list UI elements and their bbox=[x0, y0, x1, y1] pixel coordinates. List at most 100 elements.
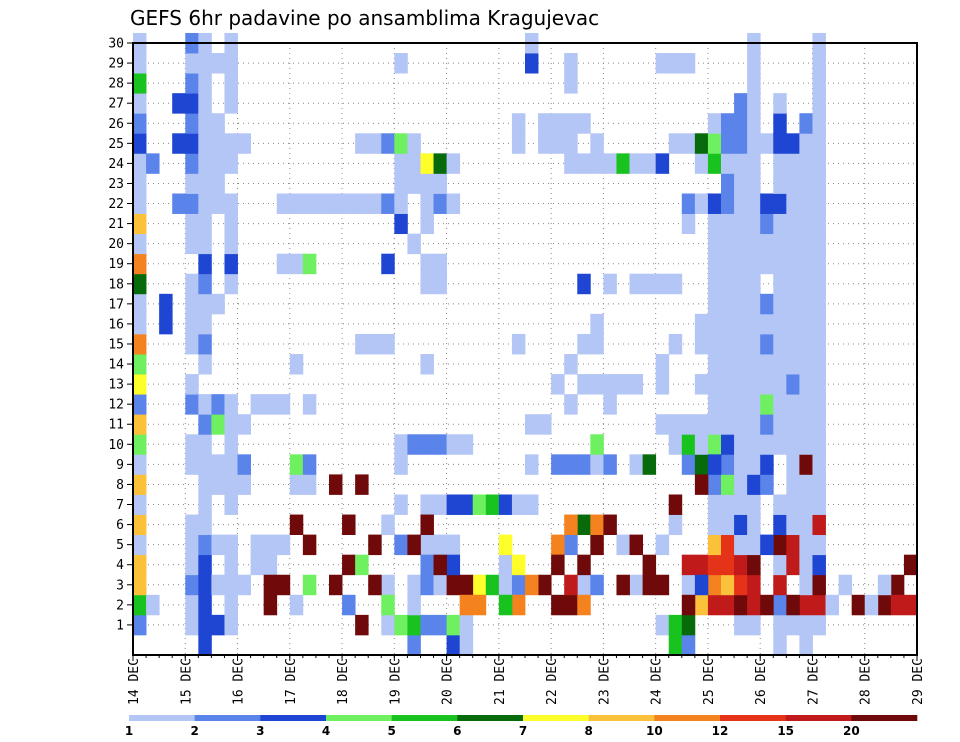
heat-cell bbox=[812, 594, 826, 616]
heat-cell bbox=[707, 434, 722, 455]
heat-cell bbox=[707, 474, 722, 495]
heat-cell bbox=[329, 474, 343, 495]
heat-cell bbox=[381, 333, 395, 355]
heat-cell bbox=[368, 193, 382, 214]
heat-cell bbox=[538, 133, 552, 154]
legend-label: 1 bbox=[125, 724, 133, 738]
legend-swatch bbox=[260, 715, 327, 721]
heat-cell bbox=[133, 514, 147, 536]
heat-cell bbox=[812, 374, 826, 395]
heat-cell bbox=[133, 574, 147, 596]
heat-cell bbox=[538, 414, 552, 435]
heat-cell bbox=[133, 394, 147, 415]
heat-cell bbox=[760, 313, 774, 335]
heat-cell bbox=[773, 414, 787, 435]
heat-cell bbox=[198, 313, 212, 335]
heat-cell bbox=[185, 53, 199, 74]
heat-cell bbox=[773, 253, 787, 275]
heat-cell bbox=[198, 53, 212, 74]
y-tick-label: 14 bbox=[108, 358, 124, 373]
heat-cell bbox=[133, 293, 147, 315]
heat-cell bbox=[786, 394, 800, 415]
heat-cell bbox=[433, 494, 447, 515]
heat-cell bbox=[211, 193, 225, 214]
heat-cell bbox=[734, 414, 748, 435]
heat-cell bbox=[721, 233, 735, 255]
heat-cell bbox=[525, 53, 539, 74]
heat-cell bbox=[694, 333, 709, 355]
heat-cell bbox=[211, 153, 225, 174]
legend-label: 20 bbox=[843, 724, 860, 738]
heat-cell bbox=[407, 634, 421, 656]
heat-cell bbox=[459, 574, 474, 596]
heat-cell bbox=[786, 594, 800, 616]
heat-cell bbox=[681, 53, 696, 74]
heat-cell bbox=[211, 53, 225, 74]
heat-cell bbox=[838, 574, 853, 596]
heat-cell bbox=[747, 73, 761, 94]
heat-cell bbox=[812, 474, 826, 495]
heat-cell bbox=[812, 173, 826, 194]
heat-cell bbox=[198, 614, 212, 636]
x-tick-label: 27 DEC bbox=[806, 658, 821, 705]
heat-cell bbox=[250, 394, 265, 415]
heat-cell bbox=[786, 313, 800, 335]
heat-cell bbox=[812, 213, 826, 235]
heat-cell bbox=[851, 594, 866, 616]
heat-cell bbox=[590, 534, 604, 556]
heat-cell bbox=[407, 434, 421, 455]
heat-cell bbox=[577, 153, 591, 174]
heat-cell bbox=[812, 394, 826, 415]
heat-cell bbox=[799, 354, 813, 375]
heat-cell bbox=[721, 554, 735, 576]
heat-cell bbox=[707, 594, 722, 616]
heat-cell bbox=[211, 293, 225, 315]
legend-swatch bbox=[720, 715, 786, 721]
heat-cell bbox=[133, 554, 147, 576]
heat-cell bbox=[198, 574, 212, 596]
heat-cell bbox=[747, 594, 761, 616]
heat-cell bbox=[420, 273, 434, 295]
heat-cell bbox=[198, 514, 212, 536]
heat-cell bbox=[760, 534, 774, 556]
heat-cell bbox=[420, 354, 434, 375]
heat-cell bbox=[250, 554, 265, 576]
heat-cell bbox=[133, 494, 147, 515]
heat-cell bbox=[786, 434, 800, 455]
heat-cell bbox=[224, 554, 238, 576]
heat-cell bbox=[681, 614, 696, 636]
heat-cell bbox=[211, 113, 225, 134]
heat-cell bbox=[760, 213, 774, 235]
heat-cell bbox=[133, 354, 147, 375]
heat-cell bbox=[760, 133, 774, 154]
heat-cell bbox=[394, 454, 408, 475]
heat-cell bbox=[799, 454, 813, 475]
heat-cell bbox=[760, 253, 774, 275]
heat-cell bbox=[903, 554, 918, 576]
heat-cell bbox=[263, 574, 278, 596]
heat-cell bbox=[721, 534, 735, 556]
heat-cell bbox=[747, 193, 761, 214]
heat-cell bbox=[590, 313, 604, 335]
heat-cell bbox=[551, 594, 565, 616]
heat-cell bbox=[224, 93, 238, 114]
heat-cell bbox=[564, 514, 578, 536]
heat-cell bbox=[564, 73, 578, 94]
heat-cell bbox=[355, 554, 369, 576]
heat-cell bbox=[198, 253, 212, 275]
y-tick-label: 23 bbox=[108, 177, 124, 192]
heat-cell bbox=[747, 434, 761, 455]
heat-cell bbox=[133, 374, 147, 395]
heat-cell bbox=[198, 414, 212, 435]
heat-cell bbox=[355, 333, 369, 355]
heat-cell bbox=[302, 253, 317, 275]
heat-cell bbox=[511, 554, 526, 576]
heat-cell bbox=[629, 574, 643, 596]
heat-cell bbox=[133, 313, 147, 335]
heat-cell bbox=[812, 414, 826, 435]
y-tick-label: 22 bbox=[108, 197, 124, 212]
heat-cell bbox=[707, 514, 722, 536]
heat-cell bbox=[276, 193, 291, 214]
heat-cell bbox=[721, 113, 735, 134]
heat-cell bbox=[133, 193, 147, 214]
